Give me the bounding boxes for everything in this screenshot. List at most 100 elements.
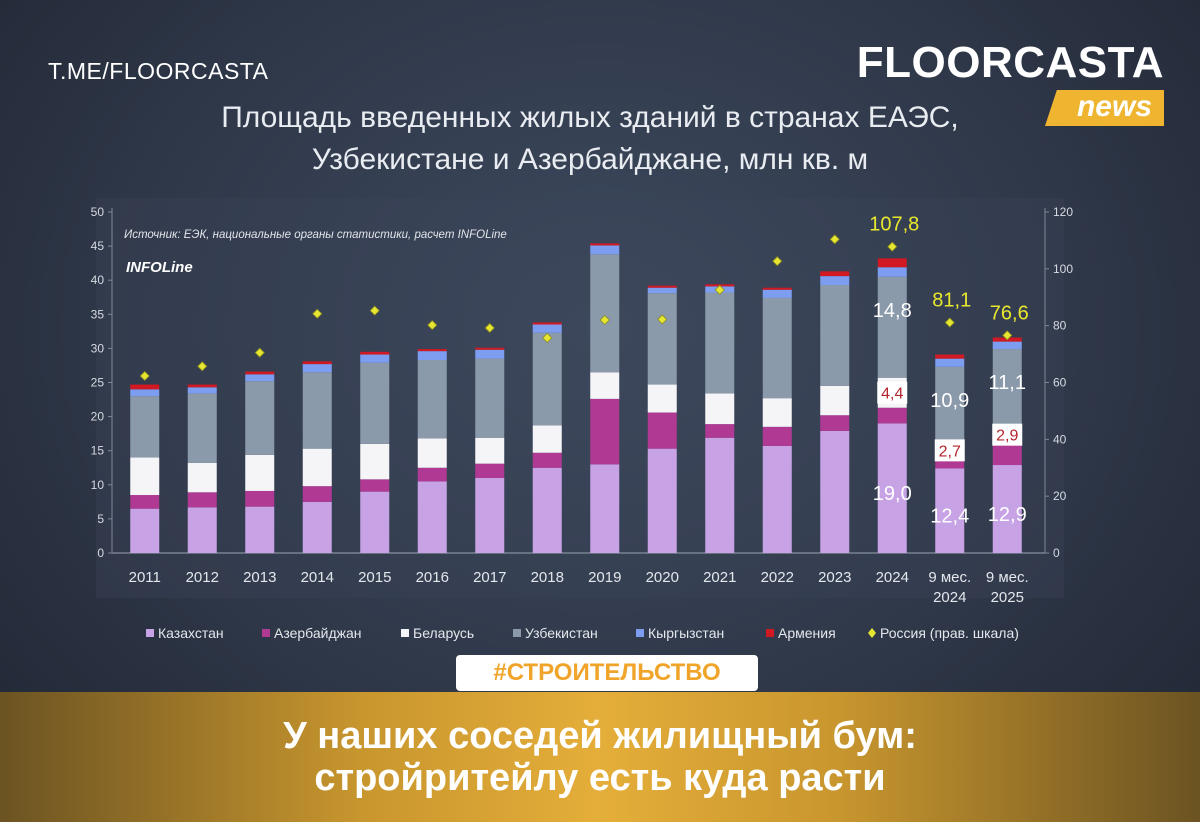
x-tick-label: 2019	[588, 569, 621, 586]
bar-segment-7-3	[532, 332, 562, 426]
bar-segment-7-4	[532, 324, 562, 333]
bar-segment-5-3	[417, 359, 447, 439]
hashtag-badge[interactable]: #СТРОИТЕЛЬСТВО	[456, 655, 758, 691]
y2-tick-label: 40	[1053, 432, 1067, 446]
russia-marker	[484, 322, 495, 334]
data-label-bg	[934, 439, 965, 462]
legend-label: Казахстан	[158, 625, 224, 641]
data-label-uzbekistan: 11,1	[989, 372, 1026, 394]
data-label-uzbekistan: 10,9	[930, 390, 969, 412]
bar-segment-14-0	[935, 468, 965, 553]
telegram-link[interactable]: T.ME/FLOORCASTA	[48, 58, 269, 84]
bar-segment-7-0	[532, 467, 562, 553]
legend-label: Беларусь	[413, 625, 474, 641]
legend-swatch	[636, 629, 644, 637]
x-tick-label: 2022	[761, 569, 794, 586]
bar-segment-6-0	[475, 477, 505, 553]
bar-segment-2-2	[245, 454, 275, 491]
bar-segment-11-3	[762, 297, 792, 399]
y-tick-label: 50	[91, 205, 105, 219]
bar-segment-1-3	[187, 393, 217, 463]
bar-segment-3-4	[302, 364, 332, 373]
bar-segment-2-0	[245, 506, 275, 553]
bar-segment-7-5	[532, 322, 562, 325]
x-tick-label: 2018	[531, 569, 564, 586]
bar-segment-14-1	[935, 459, 965, 469]
x-tick-label: 2024	[933, 589, 966, 606]
x-tick-label: 9 мес.	[986, 569, 1029, 586]
bar-segment-3-2	[302, 448, 332, 487]
bar-segment-8-3	[590, 254, 620, 373]
bar-segment-6-3	[475, 358, 505, 438]
bar-segment-4-4	[360, 354, 390, 363]
bar-segment-3-1	[302, 486, 332, 502]
russia-marker	[1002, 330, 1013, 341]
legend-label: Азербайджан	[274, 625, 362, 641]
legend-swatch	[146, 629, 154, 637]
y2-tick-label: 20	[1053, 489, 1067, 503]
bar-segment-8-5	[590, 243, 620, 246]
bar-segment-6-5	[475, 347, 505, 350]
legend-swatch-russia	[868, 628, 876, 638]
legend-swatch	[401, 629, 409, 637]
data-label-uzbekistan: 14,8	[873, 300, 912, 322]
y-tick-label: 20	[91, 410, 105, 424]
chart-panel	[96, 198, 1064, 598]
logo-tag: news	[1044, 90, 1164, 126]
y-tick-label: 40	[91, 273, 105, 287]
bar-segment-11-5	[762, 287, 792, 290]
bar-segment-5-1	[417, 467, 447, 482]
bar-segment-4-5	[360, 351, 390, 355]
russia-marker	[312, 308, 323, 319]
x-tick-label: 2012	[186, 569, 219, 586]
russia-marker	[829, 234, 840, 245]
bar-segment-12-1	[820, 415, 850, 431]
bar-segment-15-3	[992, 349, 1022, 425]
russia-marker	[599, 314, 610, 326]
russia-marker	[369, 305, 380, 316]
x-tick-label: 2025	[991, 589, 1024, 606]
russia-marker	[772, 256, 783, 267]
bar-segment-1-1	[187, 492, 217, 508]
bar-segment-10-1	[705, 424, 735, 438]
y2-tick-label: 80	[1053, 319, 1067, 333]
legend-swatch	[262, 629, 270, 637]
bar-segment-5-0	[417, 481, 447, 553]
russia-marker	[657, 314, 668, 325]
x-tick-label: 2013	[243, 569, 276, 586]
y2-tick-label: 120	[1053, 205, 1073, 219]
bar-segment-0-0	[130, 508, 160, 553]
y-tick-label: 0	[97, 546, 104, 560]
data-label-kazakhstan: 19,0	[873, 483, 912, 505]
y2-tick-label: 0	[1053, 546, 1060, 560]
bar-segment-13-3	[877, 276, 907, 378]
y-tick-label: 45	[91, 239, 105, 253]
chart-title-line-2: Узбекистане и Азербайджане, млн кв. м	[311, 143, 869, 176]
bar-segment-13-5	[877, 258, 907, 268]
y-tick-label: 25	[91, 376, 105, 390]
russia-marker	[887, 241, 898, 252]
bar-segment-3-5	[302, 361, 332, 365]
bar-segment-2-5	[245, 371, 275, 375]
headline-banner	[0, 692, 1200, 822]
bar-segment-3-0	[302, 501, 332, 553]
data-label-belarus: 4,4	[881, 386, 903, 403]
bar-segment-2-3	[245, 381, 275, 455]
bar-segment-9-3	[647, 293, 677, 385]
bar-segment-8-2	[590, 372, 620, 399]
x-tick-label: 2014	[301, 569, 334, 586]
brand-mark: INFOLine	[126, 259, 193, 276]
x-tick-label: 2016	[416, 569, 449, 586]
bar-segment-9-0	[647, 448, 677, 553]
x-tick-label: 9 мес.	[928, 569, 971, 586]
bar-segment-0-1	[130, 495, 160, 509]
y2-tick-label: 100	[1053, 262, 1073, 276]
y-tick-label: 5	[97, 512, 104, 526]
russia-marker	[427, 320, 438, 331]
bar-segment-13-1	[877, 407, 907, 424]
bar-segment-9-1	[647, 412, 677, 449]
russia-marker	[139, 370, 150, 382]
bar-segment-11-2	[762, 398, 792, 427]
bar-segment-3-3	[302, 372, 332, 449]
bar-segment-15-1	[992, 444, 1022, 466]
